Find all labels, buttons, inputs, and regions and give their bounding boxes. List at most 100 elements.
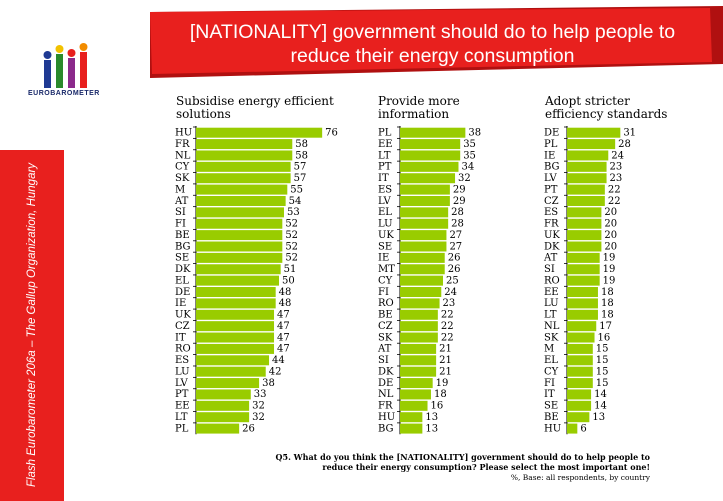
data-label: 27 [449, 241, 462, 252]
bar [400, 127, 466, 138]
category-label: BG [378, 423, 394, 434]
data-label: 57 [294, 162, 307, 173]
bar [567, 298, 598, 309]
page-title-line-1: [NATIONALITY] government should do to he… [189, 21, 676, 43]
category-label: CZ [544, 196, 559, 207]
bar [196, 150, 293, 161]
bar [196, 287, 276, 298]
category-label: BE [378, 310, 393, 321]
bar [567, 195, 605, 206]
bar [567, 343, 593, 354]
category-label: SI [378, 355, 389, 366]
data-label: 18 [601, 287, 614, 298]
data-label: 13 [592, 412, 605, 423]
data-label: 20 [604, 230, 617, 241]
bar [196, 332, 275, 343]
bar [196, 355, 270, 366]
bar [567, 241, 602, 252]
category-label: DK [378, 366, 394, 377]
category-label: BE [544, 412, 559, 423]
chart-2-title-line-2: information [378, 107, 450, 121]
data-label: 34 [461, 162, 474, 173]
category-label: EL [544, 355, 558, 366]
category-label: AT [543, 253, 558, 264]
data-label: 19 [603, 253, 616, 264]
bar [196, 218, 283, 229]
data-label: 19 [603, 264, 616, 275]
bar [567, 287, 598, 298]
data-label: 52 [285, 230, 298, 241]
data-label: 76 [325, 128, 338, 139]
data-label: 17 [599, 321, 612, 332]
bar [400, 309, 438, 320]
category-label: BE [175, 230, 190, 241]
bar [567, 252, 600, 263]
data-label: 22 [608, 196, 621, 207]
category-label: RO [175, 344, 191, 355]
category-label: IE [378, 253, 389, 264]
bar [567, 389, 592, 400]
banner-band [150, 8, 712, 74]
category-label: EE [175, 401, 190, 412]
category-label: LV [378, 196, 391, 207]
data-label: 25 [446, 275, 459, 286]
category-label: ES [175, 355, 189, 366]
category-label: ES [544, 207, 558, 218]
category-label: PT [378, 162, 392, 173]
data-label: 20 [604, 219, 617, 230]
category-label: SK [544, 332, 559, 343]
data-label: 15 [596, 355, 609, 366]
bar [567, 161, 607, 172]
category-label: SK [175, 173, 190, 184]
bar [400, 355, 437, 366]
data-label: 58 [295, 139, 308, 150]
bar [567, 184, 605, 195]
data-label: 33 [254, 389, 267, 400]
category-label: DE [175, 287, 190, 298]
category-label: SI [544, 264, 555, 275]
data-label: 21 [439, 355, 452, 366]
category-label: DK [544, 241, 560, 252]
bar [196, 389, 251, 400]
category-label: M [175, 184, 185, 195]
category-label: EE [544, 287, 559, 298]
data-label: 55 [290, 184, 303, 195]
category-label: IE [544, 150, 555, 161]
category-label: AT [174, 196, 189, 207]
category-label: UK [378, 230, 394, 241]
category-label: CZ [175, 321, 190, 332]
bar [196, 321, 275, 332]
category-label: HU [544, 423, 561, 434]
category-label: CY [544, 366, 559, 377]
footnote-question-line-2: reduce their energy consumption? Please … [322, 462, 650, 472]
bar [196, 127, 323, 138]
bar [400, 150, 461, 161]
data-label: 23 [610, 173, 623, 184]
category-label: UK [175, 310, 191, 321]
chart-1-title: Subsidise energy efficient solutions [176, 95, 334, 121]
category-label: LT [378, 150, 391, 161]
bar [400, 366, 437, 377]
footnote-question: Q5. What do you think the [NATIONALITY] … [250, 452, 650, 472]
bar [400, 389, 431, 400]
data-label: 38 [262, 378, 275, 389]
bar [567, 139, 616, 150]
chart-3: DE 31 PL 28 IE 24 BG 23 LV 23 PT 22 CZ 22 ES 20 FR 20 UK 20… [543, 126, 636, 434]
bar [400, 321, 438, 332]
category-label: SE [544, 401, 558, 412]
chart-1-title-line-1: Subsidise energy efficient [176, 94, 334, 108]
bar [567, 366, 593, 377]
data-label: 28 [451, 219, 464, 230]
data-label: 23 [443, 298, 456, 309]
bar [400, 412, 423, 423]
data-label: 19 [436, 378, 449, 389]
category-label: IE [175, 298, 186, 309]
bar [567, 321, 597, 332]
bar [567, 332, 595, 343]
data-label: 35 [463, 139, 476, 150]
bar [567, 230, 602, 241]
bar [567, 400, 592, 411]
page-title: [NATIONALITY] government should do to he… [150, 20, 715, 68]
data-label: 16 [598, 332, 611, 343]
